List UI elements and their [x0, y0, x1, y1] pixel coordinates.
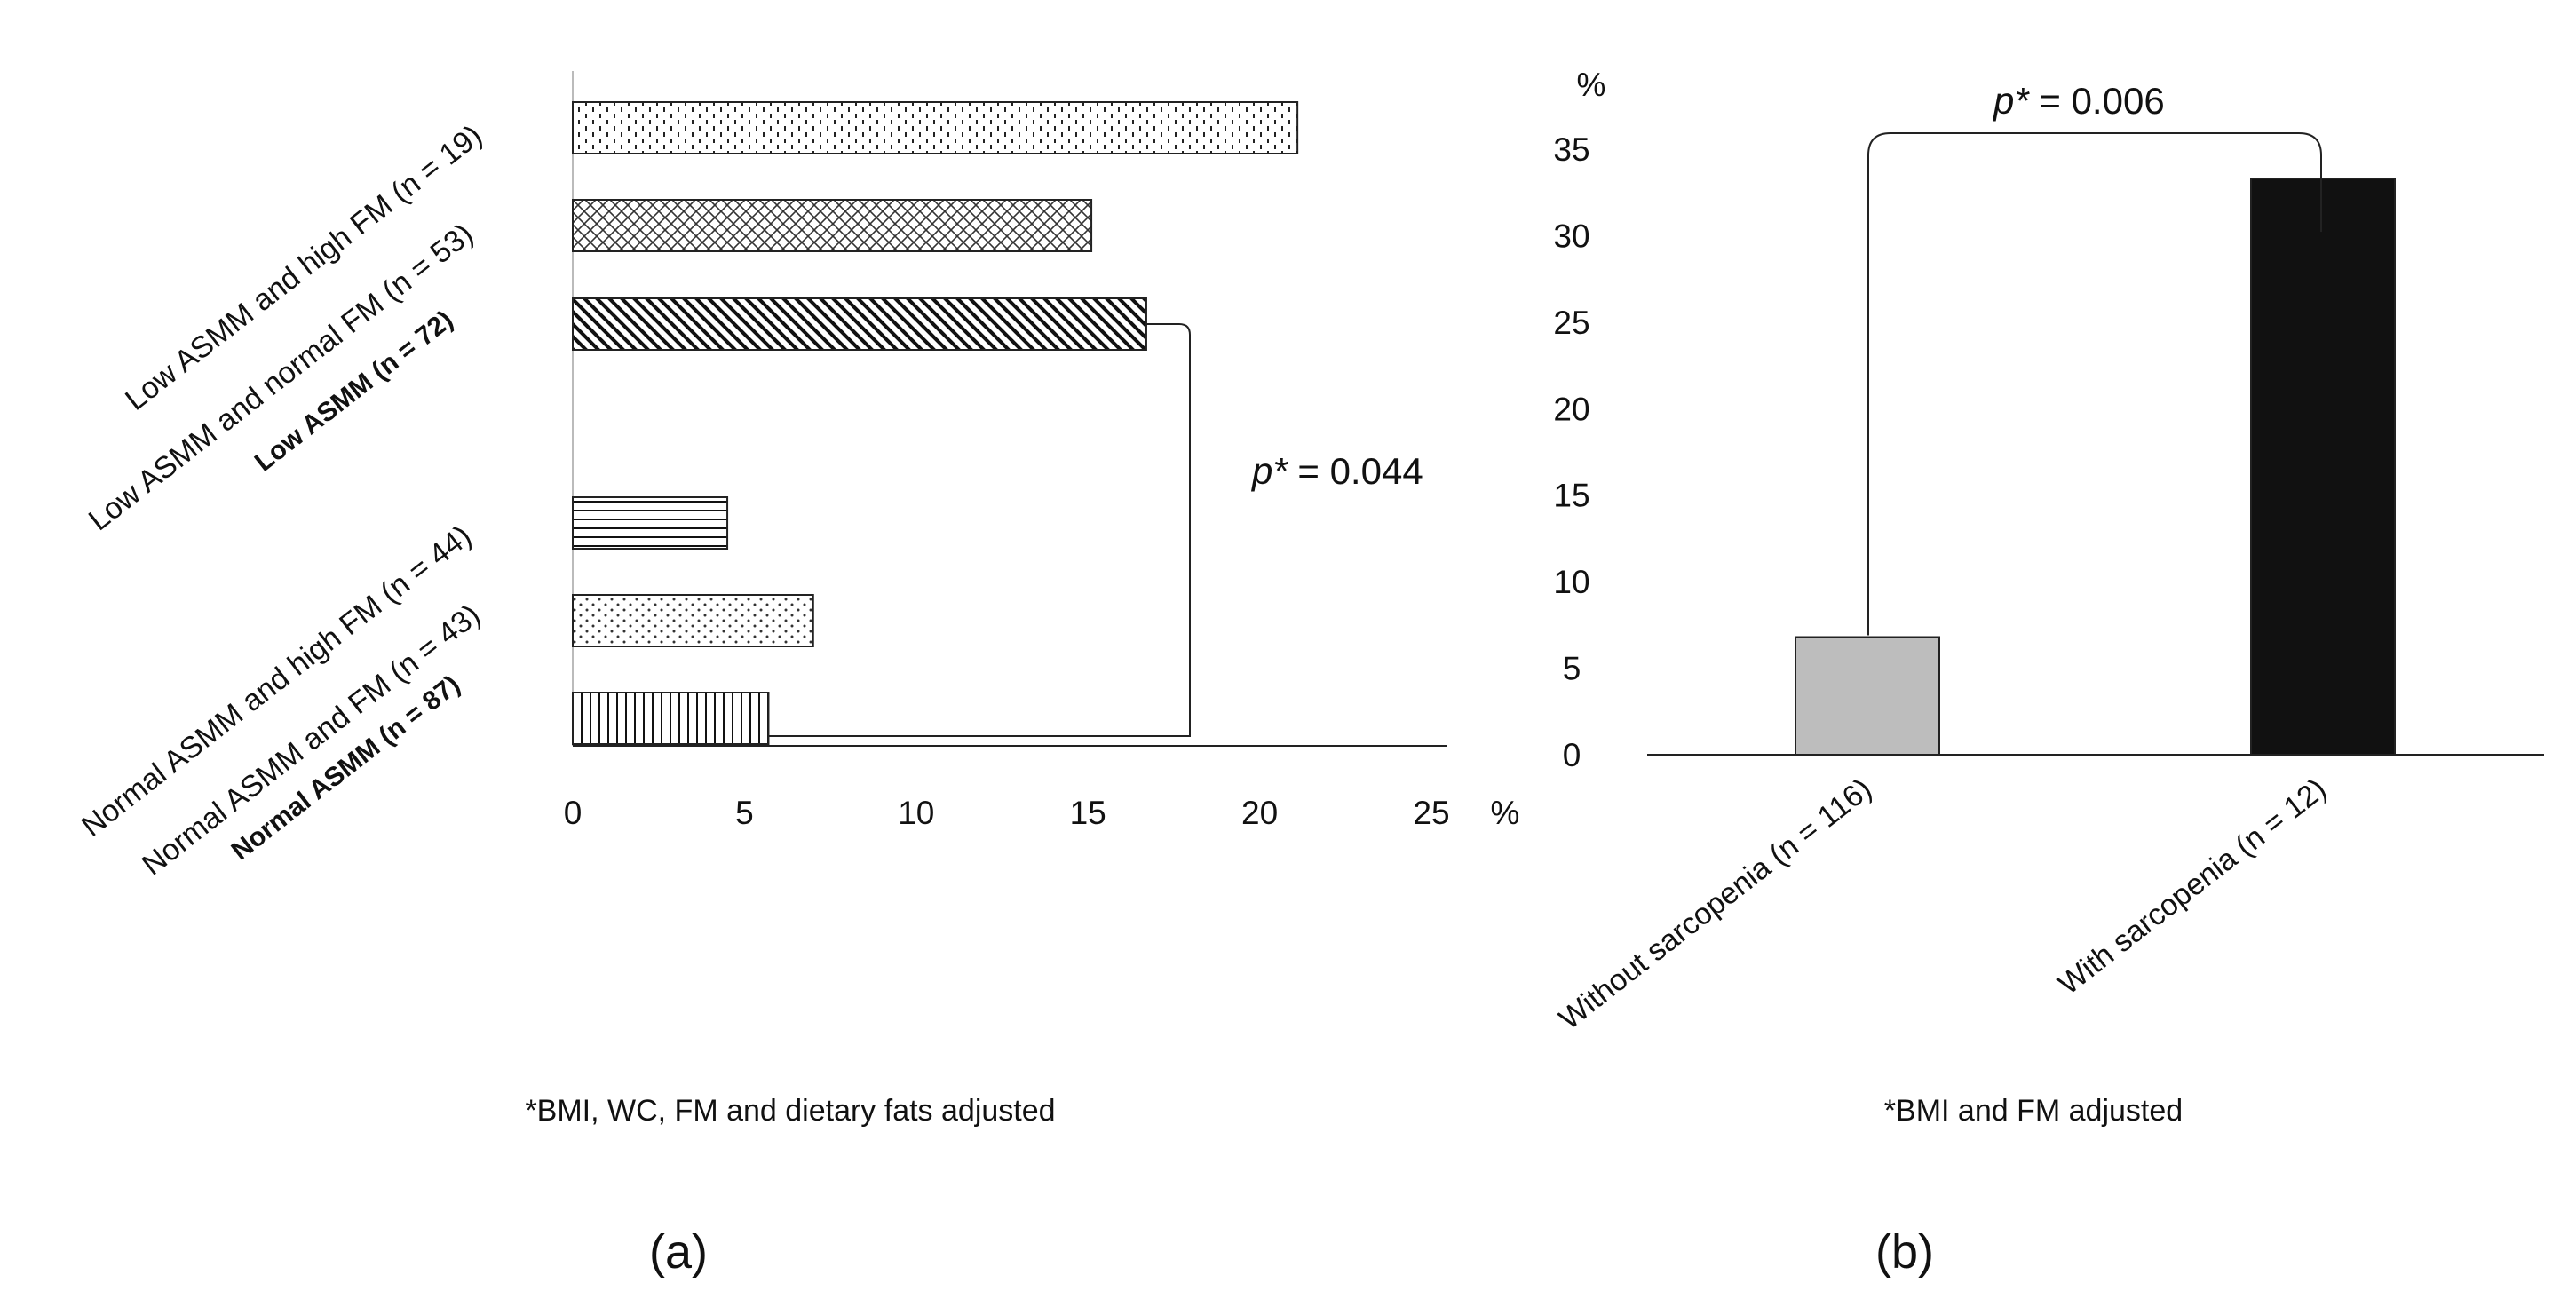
bar-5 [572, 594, 814, 647]
bar-3 [572, 297, 1147, 351]
x-tick-label: 10 [898, 795, 934, 831]
bar-2 [572, 199, 1093, 252]
y-tick-label: 25 [1553, 305, 1589, 341]
y-unit-label: % [1577, 67, 1606, 103]
y-tick-label: 5 [1563, 651, 1581, 687]
y-tick-label: 30 [1553, 218, 1589, 254]
significance-bracket [768, 323, 1191, 737]
x-tick-label: 5 [735, 795, 754, 831]
y-tick-label: 0 [1563, 737, 1581, 773]
panel-b-chart: 0 5 10 15 20 25 30 35% Without sarcopenia (n = 1… [1553, 67, 2544, 1279]
p-value-annotation: p* = 0.044 [1250, 450, 1423, 492]
p-value-b: = 0.006 [2029, 80, 2165, 122]
x-tick-label: 0 [564, 795, 583, 831]
footnote-a: *BMI, WC, FM and dietary fats adjusted [525, 1094, 1055, 1128]
panel-label-b: (b) [1875, 1225, 1934, 1279]
category-label-4: Normal ASMM and high FM (n = 44) [75, 519, 478, 844]
x-unit-label: % [1491, 795, 1520, 831]
p-value: = 0.044 [1288, 450, 1423, 492]
category-label-b-1: Without sarcopenia (n = 116) [1553, 772, 1878, 1036]
panel-label-a: (a) [649, 1225, 708, 1279]
x-tick-label: 25 [1413, 795, 1449, 831]
bar-b-2 [2250, 178, 2396, 756]
p-symbol-b: p* [1992, 80, 2030, 122]
bar-b-1 [1795, 636, 1940, 756]
category-label-b-2: With sarcopenia (n = 12) [2052, 772, 2333, 1002]
x-tick-label: 20 [1241, 795, 1278, 831]
significance-bracket-b [1867, 132, 2322, 636]
y-tick-label: 20 [1553, 391, 1589, 427]
bar-6 [572, 692, 770, 745]
p-symbol: p* [1250, 450, 1288, 492]
bar-4 [572, 496, 729, 550]
bar-1 [572, 101, 1299, 154]
y-tick-label: 15 [1553, 478, 1589, 514]
p-value-annotation-b: p* = 0.006 [1992, 80, 2165, 122]
y-tick-label: 35 [1553, 131, 1589, 168]
x-tick-label: 15 [1070, 795, 1106, 831]
footnote-b: *BMI and FM adjusted [1884, 1094, 2183, 1128]
panel-a-chart: Low ASMM and high FM (n = 19)Low ASMM an… [75, 71, 1520, 1279]
y-tick-label: 10 [1553, 564, 1589, 600]
